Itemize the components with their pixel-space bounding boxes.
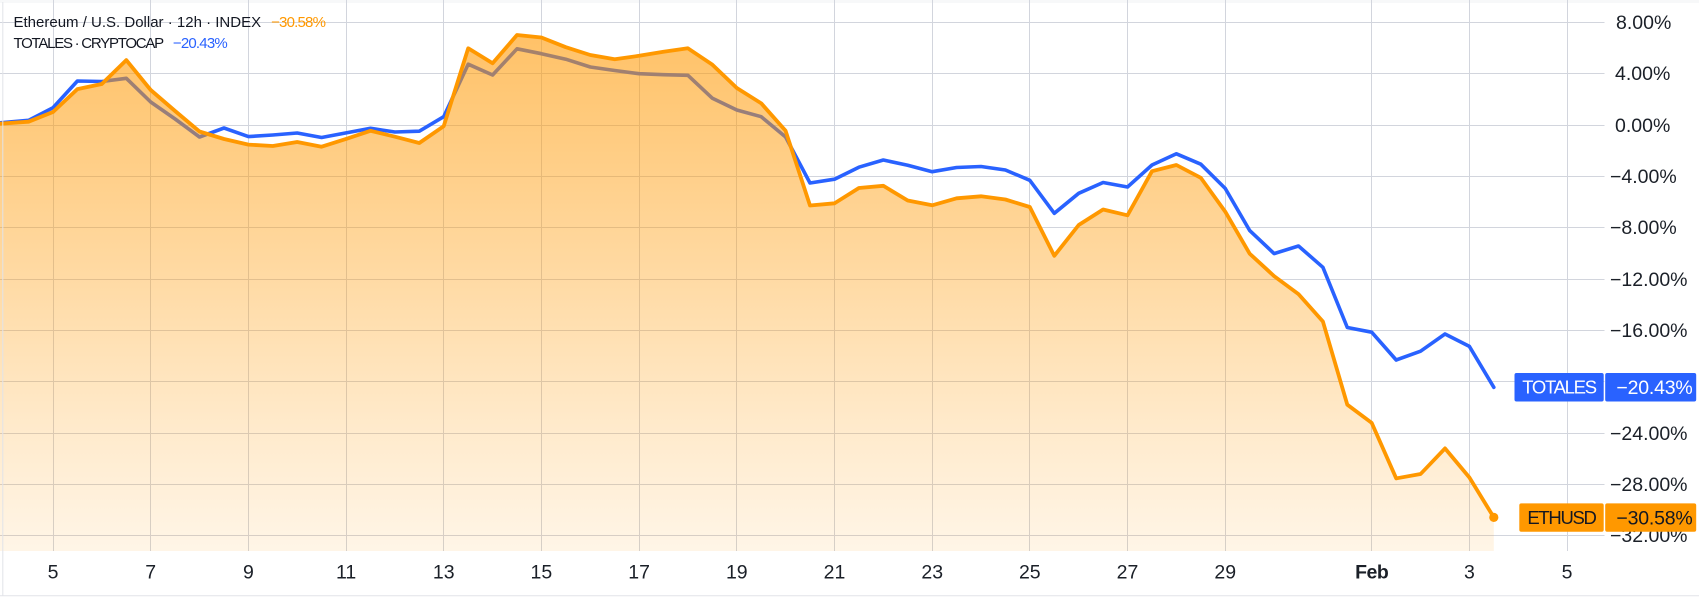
svg-text:25: 25 bbox=[1019, 562, 1041, 584]
svg-text:−16.00%: −16.00% bbox=[1610, 320, 1688, 342]
svg-text:11: 11 bbox=[336, 562, 356, 584]
svg-text:−20.43%: −20.43% bbox=[1616, 377, 1692, 399]
svg-text:13: 13 bbox=[433, 562, 455, 584]
svg-text:0.00%: 0.00% bbox=[1615, 115, 1670, 137]
svg-text:−28.00%: −28.00% bbox=[1610, 474, 1688, 496]
svg-text:17: 17 bbox=[628, 562, 650, 584]
svg-text:19: 19 bbox=[726, 562, 748, 584]
svg-text:−4.00%: −4.00% bbox=[1610, 166, 1677, 188]
svg-text:−24.00%: −24.00% bbox=[1610, 423, 1688, 445]
svg-text:5: 5 bbox=[1562, 562, 1573, 584]
svg-text:21: 21 bbox=[824, 562, 846, 584]
svg-text:7: 7 bbox=[145, 562, 156, 584]
svg-text:Feb: Feb bbox=[1355, 562, 1389, 584]
svg-text:−12.00%: −12.00% bbox=[1610, 269, 1688, 291]
svg-text:27: 27 bbox=[1117, 562, 1139, 584]
svg-text:4.00%: 4.00% bbox=[1615, 63, 1670, 85]
svg-text:8.00%: 8.00% bbox=[1616, 12, 1671, 34]
svg-text:TOTALES: TOTALES bbox=[1522, 377, 1596, 398]
svg-text:15: 15 bbox=[531, 562, 553, 584]
svg-text:3: 3 bbox=[1464, 562, 1475, 584]
svg-text:−30.58%: −30.58% bbox=[1616, 507, 1692, 529]
svg-text:5: 5 bbox=[48, 562, 59, 584]
svg-text:−8.00%: −8.00% bbox=[1610, 217, 1677, 239]
svg-text:23: 23 bbox=[921, 562, 943, 584]
svg-text:ETHUSD: ETHUSD bbox=[1527, 507, 1596, 528]
svg-text:9: 9 bbox=[243, 562, 254, 584]
svg-text:29: 29 bbox=[1214, 562, 1236, 584]
